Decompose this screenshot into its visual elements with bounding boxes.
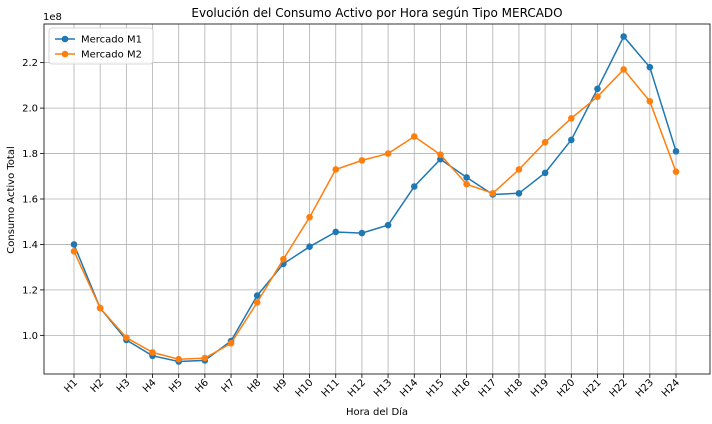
data-point	[646, 63, 654, 71]
data-point	[410, 183, 418, 190]
data-point	[70, 247, 78, 255]
data-point	[672, 147, 680, 155]
data-point	[672, 168, 680, 176]
y-axis-label: Consumo Activo Total	[6, 146, 17, 253]
data-point	[620, 33, 627, 40]
series-2	[70, 66, 680, 363]
data-point	[358, 157, 366, 164]
y-tick-label: 1.0	[22, 331, 38, 342]
data-point	[96, 304, 104, 312]
legend: Mercado M1 Mercado M2	[48, 27, 154, 65]
data-point	[253, 299, 261, 306]
data-point	[175, 355, 182, 363]
data-point	[201, 354, 209, 362]
data-point	[358, 229, 366, 237]
data-point	[437, 151, 444, 158]
legend-box	[48, 27, 154, 65]
data-point	[594, 93, 601, 101]
y-tick-label: 1.6	[22, 195, 38, 206]
y-tick-label: 2.2	[22, 58, 38, 69]
data-point	[568, 136, 575, 144]
legend-marker	[61, 50, 69, 58]
data-point	[646, 97, 654, 105]
series-line	[73, 68, 677, 360]
grid	[44, 24, 710, 374]
data-point	[568, 115, 575, 122]
data-point	[594, 85, 601, 93]
data-point	[515, 166, 523, 173]
data-point	[620, 66, 627, 73]
x-axis-label: Hora del Día	[346, 406, 408, 418]
data-point	[384, 150, 392, 157]
data-point	[463, 174, 470, 181]
legend-label: Mercado M2	[81, 50, 142, 61]
y-axis-scale-label: 1e8	[43, 12, 62, 23]
y-tick-label: 1.4	[22, 240, 38, 251]
data-point	[306, 243, 313, 251]
data-point	[227, 340, 235, 347]
data-point	[123, 334, 130, 341]
data-point	[384, 221, 392, 229]
data-point	[332, 166, 340, 173]
data-point	[253, 292, 261, 299]
plot-series	[70, 33, 680, 365]
data-point	[541, 138, 549, 146]
data-point	[306, 213, 313, 221]
data-point	[489, 190, 497, 197]
series-line	[73, 35, 677, 363]
data-point	[463, 180, 470, 188]
data-point	[541, 169, 549, 177]
data-point	[410, 133, 418, 140]
y-tick-label: 2.0	[22, 104, 38, 115]
y-tick-label: 1.2	[22, 285, 38, 296]
legend-marker	[61, 35, 69, 43]
data-point	[149, 349, 156, 356]
chart-title: Evolución del Consumo Activo por Hora se…	[191, 6, 562, 20]
y-tick-label: 1.8	[22, 149, 38, 160]
data-point	[332, 228, 340, 236]
data-point	[280, 255, 287, 263]
legend-label: Mercado M1	[81, 35, 142, 46]
data-point	[70, 241, 78, 248]
data-point	[515, 190, 523, 197]
